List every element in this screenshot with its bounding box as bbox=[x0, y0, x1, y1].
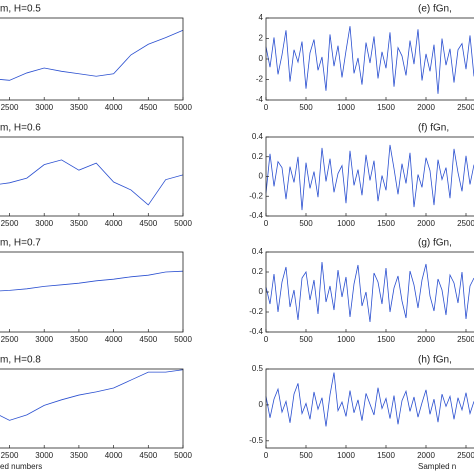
plot-frame bbox=[0, 251, 184, 333]
x-tick-label: 1500 bbox=[377, 335, 395, 344]
x-tick-label: 1500 bbox=[377, 219, 395, 228]
y-tick-label: 0.2 bbox=[252, 152, 264, 161]
x-tick-label: 2500 bbox=[457, 451, 474, 460]
x-tick-label: 2000 bbox=[417, 451, 435, 460]
x-tick-label: 4000 bbox=[105, 103, 123, 112]
x-tick-label: 4500 bbox=[139, 103, 157, 112]
plot-frame bbox=[0, 17, 184, 101]
x-tick-label: 5000 bbox=[174, 219, 192, 228]
x-tick-label: 2000 bbox=[417, 219, 435, 228]
y-tick-label: 0 bbox=[259, 287, 264, 296]
y-tick-label: 2 bbox=[259, 34, 264, 43]
x-tick-label: 2500 bbox=[457, 335, 474, 344]
y-tick-label: -4 bbox=[256, 95, 264, 104]
x-tick-label: 4500 bbox=[139, 335, 157, 344]
chart-title: (e) fGn, bbox=[418, 4, 452, 15]
x-tick-label: 3000 bbox=[35, 335, 53, 344]
x-tick-label: 3500 bbox=[70, 219, 88, 228]
plot-frame bbox=[0, 136, 184, 217]
x-tick-label: 2500 bbox=[457, 219, 474, 228]
x-tick-label: 2500 bbox=[1, 219, 19, 228]
x-tick-label: 5000 bbox=[174, 335, 192, 344]
x-axis-label: Sampled n bbox=[418, 462, 456, 471]
x-tick-label: 3000 bbox=[35, 219, 53, 228]
x-tick-label: 4000 bbox=[105, 219, 123, 228]
chart-title: m, H=0.7 bbox=[0, 238, 41, 249]
data-line bbox=[0, 159, 184, 206]
plot-frame bbox=[265, 368, 474, 449]
x-tick-label: 4500 bbox=[139, 451, 157, 460]
y-tick-label: -0.4 bbox=[249, 327, 263, 336]
chart-title: (g) fGn, bbox=[418, 238, 452, 249]
x-tick-label: 3000 bbox=[35, 103, 53, 112]
x-tick-label: 5000 bbox=[174, 451, 192, 460]
x-tick-label: 3500 bbox=[70, 103, 88, 112]
x-tick-label: 2500 bbox=[1, 103, 19, 112]
y-tick-label: 4 bbox=[259, 13, 264, 22]
y-tick-label: 0 bbox=[259, 54, 264, 63]
x-tick-label: 0 bbox=[264, 103, 269, 112]
x-tick-label: 2500 bbox=[1, 451, 19, 460]
x-tick-label: 500 bbox=[299, 103, 313, 112]
x-tick-label: 1500 bbox=[377, 451, 395, 460]
x-tick-label: 4000 bbox=[105, 451, 123, 460]
x-axis-label: ed numbers bbox=[0, 462, 42, 471]
y-tick-label: -0.2 bbox=[249, 191, 263, 200]
x-tick-label: 2000 bbox=[417, 103, 435, 112]
data-line bbox=[265, 372, 474, 427]
chart-title: m, H=0.6 bbox=[0, 123, 41, 134]
data-line bbox=[265, 261, 474, 323]
y-tick-label: 0.5 bbox=[252, 364, 264, 373]
x-tick-label: 500 bbox=[299, 335, 313, 344]
chart-title: (h) fGn, bbox=[418, 355, 452, 366]
data-line bbox=[0, 369, 184, 421]
data-line bbox=[265, 144, 474, 211]
y-tick-label: -2 bbox=[256, 75, 264, 84]
x-tick-label: 5000 bbox=[174, 103, 192, 112]
x-tick-label: 3500 bbox=[70, 451, 88, 460]
x-tick-label: 2500 bbox=[457, 103, 474, 112]
x-tick-label: 500 bbox=[299, 451, 313, 460]
y-tick-label: 0.4 bbox=[252, 132, 264, 141]
y-tick-label: -0.2 bbox=[249, 307, 263, 316]
x-tick-label: 4500 bbox=[139, 219, 157, 228]
plot-frame bbox=[0, 368, 184, 449]
x-tick-label: 1000 bbox=[337, 451, 355, 460]
x-tick-label: 2500 bbox=[1, 335, 19, 344]
data-line bbox=[0, 270, 184, 292]
x-tick-label: 1000 bbox=[337, 335, 355, 344]
x-tick-label: 1000 bbox=[337, 103, 355, 112]
y-tick-label: -0.5 bbox=[249, 436, 263, 445]
x-tick-label: 1000 bbox=[337, 219, 355, 228]
x-tick-label: 0 bbox=[264, 219, 269, 228]
chart-title: (f) fGn, bbox=[418, 123, 449, 134]
y-tick-label: 0 bbox=[259, 172, 264, 181]
x-tick-label: 3500 bbox=[70, 335, 88, 344]
data-line bbox=[0, 29, 184, 81]
x-tick-label: 4000 bbox=[105, 335, 123, 344]
chart-title: m, H=0.8 bbox=[0, 355, 41, 366]
x-tick-label: 3000 bbox=[35, 451, 53, 460]
x-tick-label: 0 bbox=[264, 451, 269, 460]
chart-title: m, H=0.5 bbox=[0, 4, 41, 15]
x-tick-label: 500 bbox=[299, 219, 313, 228]
y-tick-label: 0 bbox=[259, 400, 264, 409]
data-line bbox=[265, 26, 474, 94]
x-tick-label: 2000 bbox=[417, 335, 435, 344]
x-tick-label: 1500 bbox=[377, 103, 395, 112]
y-tick-label: -0.4 bbox=[249, 211, 263, 220]
y-tick-label: 0.4 bbox=[252, 247, 264, 256]
y-tick-label: 0.2 bbox=[252, 267, 264, 276]
x-tick-label: 0 bbox=[264, 335, 269, 344]
